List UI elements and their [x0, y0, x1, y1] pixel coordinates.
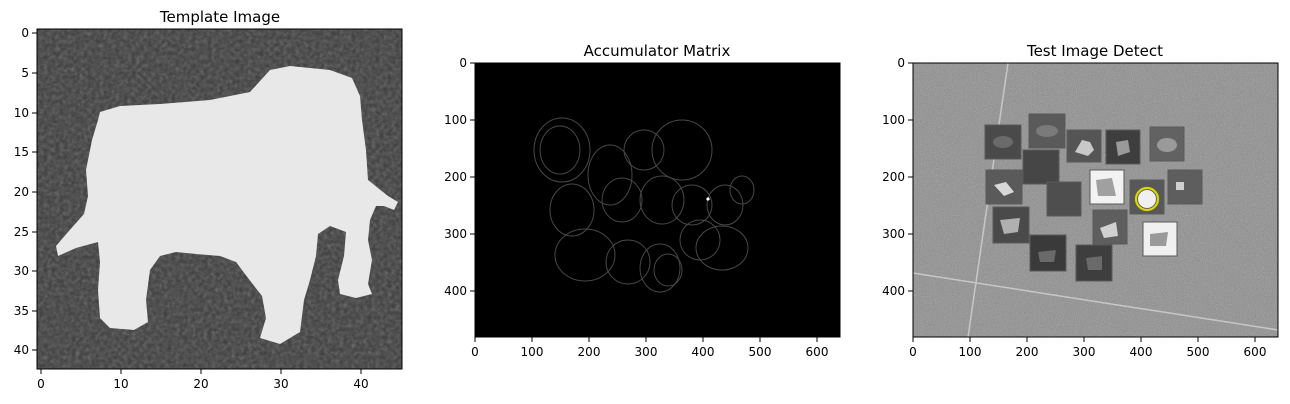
accumulator-x-tick-label: 400: [692, 345, 715, 359]
detection-circle: [1134, 186, 1160, 212]
template-y-tick-label: 40: [14, 343, 29, 357]
test-x-tick-label: 200: [1016, 345, 1039, 359]
accumulator-panel: Accumulator Matrix: [444, 42, 841, 359]
test-y-tick-label: 300: [882, 227, 905, 241]
accumulator-votes: [533, 117, 755, 293]
accumulator-y-tick-label: 200: [444, 170, 467, 184]
template-x-tick-label: 0: [37, 377, 45, 391]
template-x-tick-label: 10: [113, 377, 128, 391]
template-y-tick-label: 5: [21, 66, 29, 80]
detected-elephant-piece: [1138, 190, 1156, 208]
template-y-tick-label: 25: [14, 225, 29, 239]
test-x-tick-label: 0: [909, 345, 917, 359]
accumulator-x-tick-label: 500: [749, 345, 772, 359]
accumulator-y-tick-label: 0: [459, 56, 467, 70]
template-panel: Template Image 0 10 20 30 40: [14, 8, 403, 391]
test-x-tick-label: 600: [1244, 345, 1267, 359]
accumulator-x-tick-label: 300: [635, 345, 658, 359]
accumulator-plot-frame: [474, 62, 841, 338]
template-x-tick-label: 40: [353, 377, 368, 391]
accumulator-x-tick-label: 100: [521, 345, 544, 359]
template-y-tick-label: 20: [14, 185, 29, 199]
test-x-tick-label: 400: [1130, 345, 1153, 359]
template-x-ticks: 0 10 20 30 40: [37, 369, 369, 391]
accumulator-x-tick-label: 0: [471, 345, 479, 359]
accumulator-x-tick-label: 200: [578, 345, 601, 359]
accumulator-title: Accumulator Matrix: [584, 42, 731, 60]
accumulator-y-tick-label: 300: [444, 227, 467, 241]
template-y-ticks: 0 5 10 15 20 25 30 35 40: [14, 26, 37, 357]
accumulator-y-tick-label: 100: [444, 113, 467, 127]
test-x-ticks: 0 100 200 300 400 500 600: [909, 337, 1266, 359]
accumulator-y-ticks: 0 100 200 300 400: [444, 56, 475, 298]
template-y-tick-label: 35: [14, 304, 29, 318]
accumulator-y-tick-label: 400: [444, 284, 467, 298]
test-y-ticks: 0 100 200 300 400: [882, 56, 913, 298]
accumulator-x-ticks: 0 100 200 300 400 500 600: [471, 337, 828, 359]
template-y-tick-label: 10: [14, 106, 29, 120]
template-plot-frame: [36, 28, 403, 370]
template-y-tick-label: 0: [21, 26, 29, 40]
test-x-tick-label: 300: [1073, 345, 1096, 359]
accumulator-x-tick-label: 600: [806, 345, 829, 359]
puzzle-pieces: [984, 113, 1203, 282]
test-x-tick-label: 100: [959, 345, 982, 359]
template-y-tick-label: 15: [14, 145, 29, 159]
test-y-tick-label: 400: [882, 284, 905, 298]
test-panel: Test Image Detect: [882, 42, 1279, 359]
template-x-tick-label: 30: [273, 377, 288, 391]
template-title: Template Image: [159, 8, 280, 26]
test-title: Test Image Detect: [1026, 42, 1163, 60]
template-y-tick-label: 30: [14, 264, 29, 278]
puzzle-figures: [993, 125, 1184, 270]
test-y-tick-label: 200: [882, 170, 905, 184]
test-y-tick-label: 100: [882, 113, 905, 127]
accumulator-peak: [706, 197, 710, 201]
test-y-tick-label: 0: [897, 56, 905, 70]
test-x-tick-label: 500: [1187, 345, 1210, 359]
test-plot-frame: [912, 62, 1279, 338]
elephant-silhouette: [56, 66, 398, 344]
template-x-tick-label: 20: [193, 377, 208, 391]
accumulator-image: [475, 63, 840, 337]
